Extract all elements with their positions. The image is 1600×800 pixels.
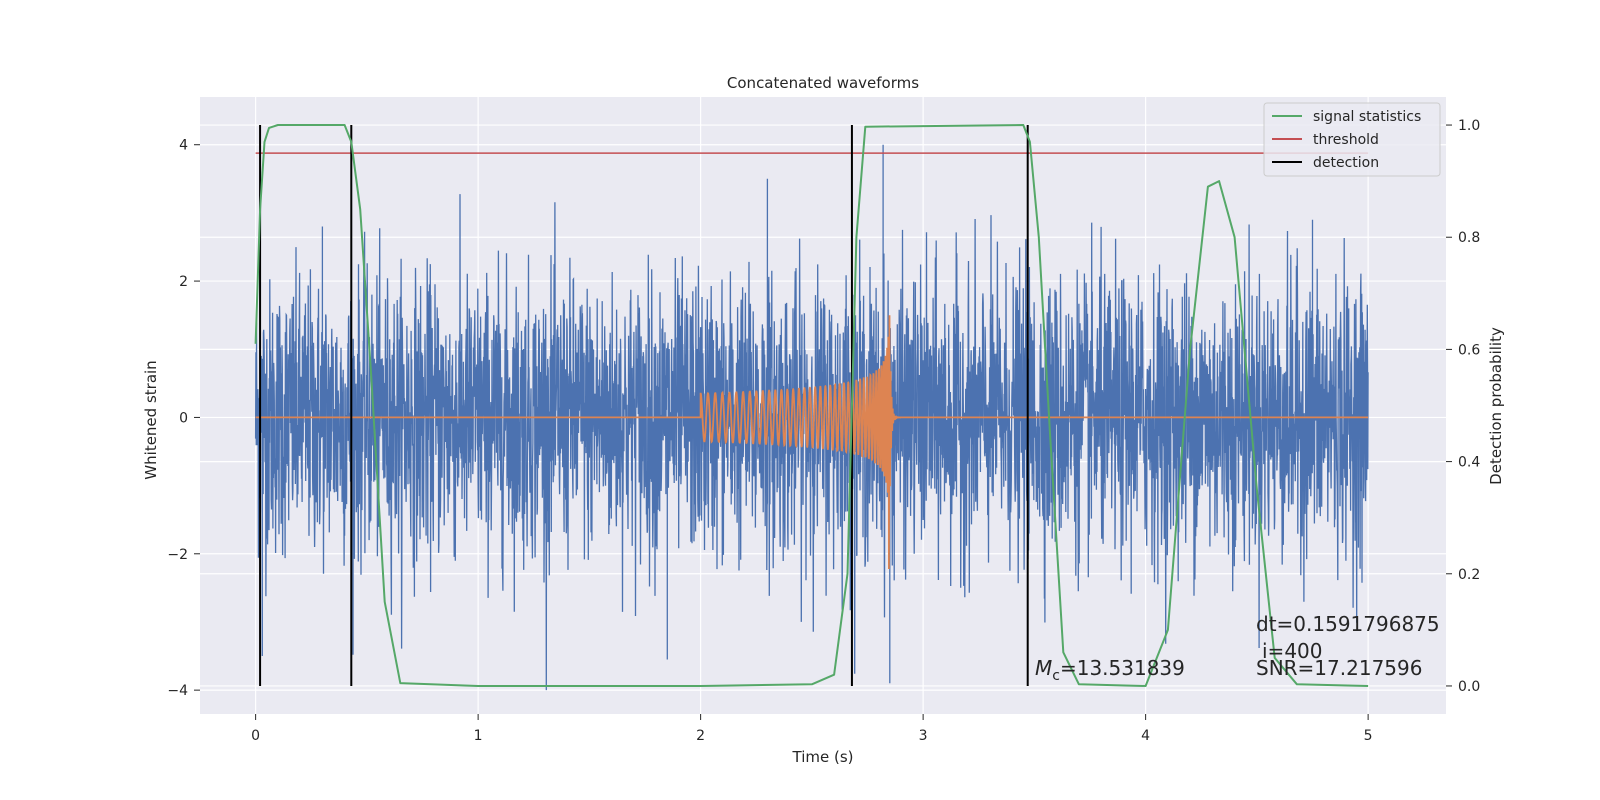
- axes: 0 1 2 3 4 5 −4 −2 0 2 4 0.0 0.2 0.4 0.6 0.8 1.0: [167, 118, 1480, 744]
- y-tick-label-right: 0.2: [1458, 567, 1480, 583]
- y-tick-label-right: 0.4: [1458, 455, 1480, 471]
- x-axis-label: Time (s): [792, 748, 854, 766]
- chirp-mass-symbol: M: [1035, 656, 1052, 680]
- y-tick-label-right: 1.0: [1458, 118, 1480, 134]
- x-tick-label: 2: [696, 728, 705, 744]
- x-tick-label: 4: [1141, 728, 1150, 744]
- i-annotation: i=400: [1262, 639, 1323, 663]
- y-tick-label-right: 0.0: [1458, 679, 1480, 695]
- grid: [200, 97, 1446, 714]
- data-layer: [254, 124, 1369, 691]
- dt-annotation: dt=0.1591796875: [1256, 612, 1440, 636]
- legend-label-detection: detection: [1313, 155, 1379, 171]
- legend-frame: [1263, 102, 1441, 177]
- x-tick-label: 3: [919, 728, 928, 744]
- x-tick-label: 1: [474, 728, 483, 744]
- chirp-mass-value: =13.531839: [1060, 656, 1185, 680]
- chart-title: Concatenated waveforms: [727, 74, 919, 92]
- waveform-trace: [255, 315, 1369, 570]
- y-tick-label-right: 0.6: [1458, 342, 1480, 358]
- chirp-mass-annotation: Mc=13.531839: [1035, 656, 1185, 684]
- legend: signal statistics threshold detection: [1263, 102, 1441, 177]
- y-tick-label-left: 2: [179, 274, 188, 290]
- chirp-mass-subscript: c: [1052, 668, 1060, 684]
- y-axis-label-left: Whitened strain: [142, 360, 160, 479]
- y-tick-label-left: −2: [167, 547, 188, 563]
- y-tick-label-left: 0: [179, 410, 188, 426]
- annotations: Mc=13.531839 dt=0.1591796875 i=400 SNR=1…: [1035, 612, 1440, 684]
- snr-annotation: SNR=17.217596: [1256, 656, 1422, 680]
- y-tick-label-right: 0.8: [1458, 230, 1480, 246]
- y-tick-label-left: 4: [179, 138, 188, 154]
- y-axis-label-right: Detection probability: [1487, 327, 1505, 485]
- y-tick-label-left: −4: [167, 683, 188, 699]
- legend-label-signal-statistics: signal statistics: [1313, 109, 1421, 125]
- legend-label-threshold: threshold: [1313, 132, 1379, 148]
- signal-statistics-line: [254, 124, 1369, 687]
- x-tick-label: 0: [251, 728, 260, 744]
- x-tick-label: 5: [1364, 728, 1373, 744]
